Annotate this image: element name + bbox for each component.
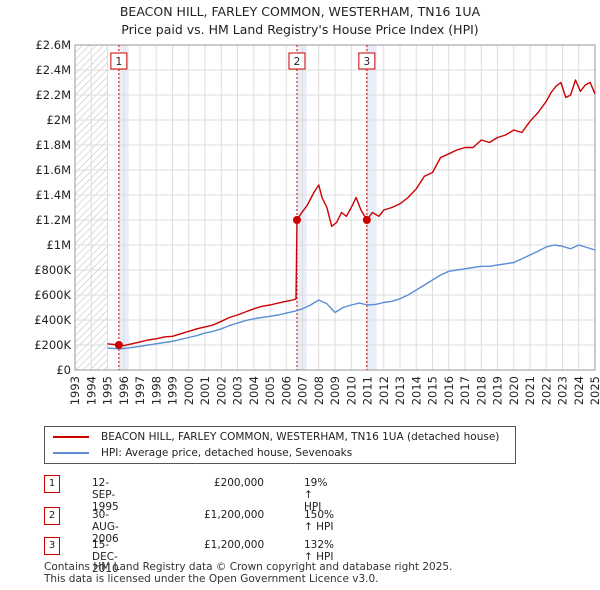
x-tick-label: 2003 (231, 376, 245, 405)
sale-point (292, 216, 301, 224)
x-tick-label: 2008 (312, 376, 326, 405)
x-tick-label: 2013 (393, 376, 407, 405)
sale-label-box (288, 52, 306, 70)
transaction-marker: 1 (44, 475, 60, 493)
sale-label: 3 (364, 56, 371, 68)
transaction-hpi: 150% ↑ HPI (304, 509, 335, 533)
legend-swatch-property (53, 436, 89, 438)
y-tick-label: £200K (34, 338, 71, 352)
y-tick-label: £400K (34, 313, 71, 327)
x-tick-label: 2023 (556, 376, 570, 405)
x-tick-label: 2000 (182, 376, 196, 405)
y-tick-label: £1.6M (35, 163, 71, 177)
sale-label: 2 (294, 56, 301, 68)
transaction-price: £200,000 (213, 477, 264, 489)
sale-label-box (358, 52, 376, 70)
y-tick-label: £600K (34, 288, 71, 302)
transaction-hpi: 132% ↑ HPI (304, 539, 335, 563)
x-tick-label: 2005 (263, 376, 277, 405)
x-tick-label: 1999 (166, 376, 180, 405)
x-tick-label: 1997 (133, 376, 147, 405)
x-tick-label: 2009 (328, 376, 342, 405)
footer-copyright: Contains HM Land Registry data © Crown c… (44, 561, 453, 573)
x-tick-label: 2024 (572, 376, 586, 405)
sale-point (362, 216, 371, 224)
y-tick-label: £2.6M (35, 38, 71, 52)
x-tick-label: 2019 (491, 376, 505, 405)
x-tick-label: 1993 (68, 376, 82, 405)
sale-label-box (110, 52, 128, 70)
x-tick-label: 2018 (474, 376, 488, 405)
x-tick-label: 2010 (344, 376, 358, 405)
transaction-price: £1,200,000 (204, 509, 265, 521)
transaction-date: 12-SEP-1995 (92, 477, 119, 513)
x-tick-label: 2016 (442, 376, 456, 405)
legend-label-property: BEACON HILL, FARLEY COMMON, WESTERHAM, T… (101, 431, 500, 443)
legend-item-property: BEACON HILL, FARLEY COMMON, WESTERHAM, T… (53, 430, 499, 444)
x-tick-label: 2014 (409, 376, 423, 405)
legend-label-hpi: HPI: Average price, detached house, Seve… (101, 447, 353, 459)
chart-title-line2: Price paid vs. HM Land Registry's House … (121, 22, 479, 37)
y-tick-label: £2.2M (35, 88, 71, 102)
y-tick-label: £1.4M (35, 188, 71, 202)
y-tick-label: £0 (56, 363, 71, 377)
x-tick-label: 2020 (507, 376, 521, 405)
sale-shade-band (296, 45, 307, 370)
property-price-line (107, 79, 596, 347)
legend: BEACON HILL, FARLEY COMMON, WESTERHAM, T… (44, 426, 516, 464)
y-tick-label: £1M (46, 238, 71, 252)
footer-licence: This data is licensed under the Open Gov… (44, 573, 379, 585)
x-tick-label: 2001 (198, 376, 212, 405)
y-tick-label: £800K (34, 263, 71, 277)
transaction-date: 15-DEC-2010 (92, 539, 119, 575)
legend-item-hpi: HPI: Average price, detached house, Seve… (53, 446, 352, 460)
x-tick-label: 2012 (377, 376, 391, 405)
transaction-marker: 2 (44, 507, 60, 525)
x-tick-label: 1995 (101, 376, 115, 405)
transaction-marker: 3 (44, 537, 60, 555)
hpi-line (107, 244, 596, 350)
y-tick-label: £1.2M (35, 213, 71, 227)
transaction-date: 30-AUG-2006 (92, 509, 119, 545)
sale-point (114, 341, 123, 349)
x-tick-label: 2002 (214, 376, 228, 405)
x-tick-label: 2011 (361, 376, 375, 405)
sale-shade-band (366, 45, 377, 370)
y-tick-label: £2.4M (35, 63, 71, 77)
x-tick-label: 2004 (247, 376, 261, 405)
chart-title-line1: BEACON HILL, FARLEY COMMON, WESTERHAM, T… (119, 4, 481, 19)
x-tick-label: 2015 (426, 376, 440, 405)
transaction-hpi: 19% ↑ HPI (304, 477, 328, 513)
x-tick-label: 2022 (539, 376, 553, 405)
x-tick-label: 1996 (117, 376, 131, 405)
price-chart: £0 £200K £400K £600K £800K £1M £1.2M £1.4M £1.6M… (34, 38, 600, 405)
x-tick-label: 2017 (458, 376, 472, 405)
x-tick-label: 2021 (523, 376, 537, 405)
x-tick-label: 2025 (588, 376, 600, 405)
x-tick-label: 2007 (296, 376, 310, 405)
x-tick-label: 1998 (149, 376, 163, 405)
legend-swatch-hpi (53, 452, 89, 454)
x-tick-label: 1994 (84, 376, 98, 405)
sale-label: 1 (116, 56, 123, 68)
plot-frame (74, 44, 596, 371)
x-tick-label: 2006 (279, 376, 293, 405)
y-tick-label: £2M (46, 113, 71, 127)
y-tick-label: £1.8M (35, 138, 71, 152)
transaction-price: £1,200,000 (204, 539, 265, 551)
